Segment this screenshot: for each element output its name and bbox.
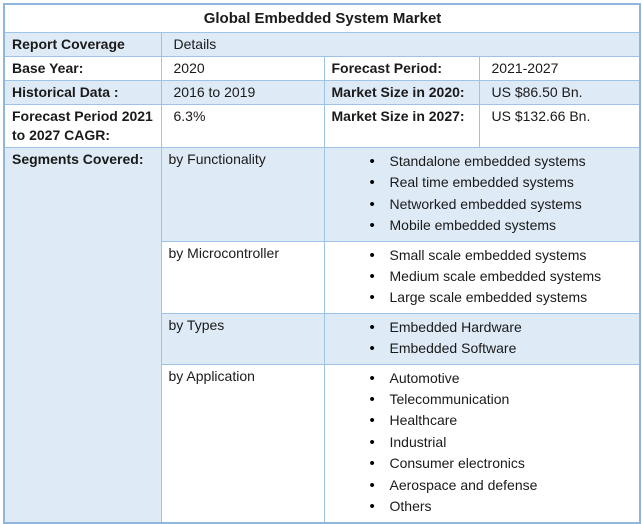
segment-item: Healthcare [370,410,634,432]
segments-microcontroller-row: by Microcontroller Small scale embedded … [4,240,641,314]
cagr-value: 6.3% [160,104,325,148]
segment-item: Networked embedded systems [370,194,634,216]
segment-item: Standalone embedded systems [370,151,634,173]
historical-data-label: Historical Data : [3,80,162,105]
page-title: Global Embedded System Market [3,3,641,33]
segment-item: Consumer electronics [370,453,634,475]
bullet-list: Standalone embedded systems Real time em… [332,150,634,239]
segments-types-row: by Types Embedded Hardware Embedded Soft… [4,312,641,365]
segment-group-types: by Types [160,312,325,365]
market-size-2027-value: US $132.66 Bn. [478,104,641,148]
segment-item: Embedded Software [370,338,634,360]
historical-data-value: 2016 to 2019 [160,80,325,105]
segments-covered-label: Segments Covered: [3,147,162,523]
base-year-label: Base Year: [3,56,162,81]
cagr-row: Forecast Period 2021 to 2027 CAGR: 6.3% … [3,104,641,148]
report-scope-page: Global Embedded System Market Report Cov… [0,0,642,491]
segment-item: Embedded Hardware [370,317,634,339]
base-year-value: 2020 [160,56,325,81]
segment-item: Medium scale embedded systems [370,266,634,288]
segment-group-application: by Application [160,363,325,524]
bullet-list: Automotive Telecommunication Healthcare … [332,367,634,520]
segment-item: Small scale embedded systems [370,245,634,267]
segment-items-types: Embedded Hardware Embedded Software [323,312,641,365]
segment-item: Aerospace and defense [370,475,634,497]
title-row: Global Embedded System Market [3,3,641,33]
report-coverage-label: Report Coverage [3,32,162,57]
bullet-list: Embedded Hardware Embedded Software [332,316,634,362]
bullet-list: Small scale embedded systems Medium scal… [332,244,634,311]
segment-items-microcontroller: Small scale embedded systems Medium scal… [323,240,641,314]
market-size-2020-label: Market Size in 2020: [323,80,480,105]
report-coverage-value: Details [160,32,641,57]
base-year-row: Base Year: 2020 Forecast Period: 2021-20… [3,56,641,81]
segment-items-application: Automotive Telecommunication Healthcare … [323,363,641,524]
forecast-period-label: Forecast Period: [323,56,480,81]
segment-item: Automotive [370,368,634,390]
historical-data-row: Historical Data : 2016 to 2019 Market Si… [3,80,641,105]
market-report-table: Global Embedded System Market Report Cov… [3,3,642,524]
segment-item: Industrial [370,432,634,454]
cagr-label: Forecast Period 2021 to 2027 CAGR: [3,104,162,148]
market-size-2020-value: US $86.50 Bn. [478,80,641,105]
segment-group-microcontroller: by Microcontroller [160,240,325,314]
segment-item: Telecommunication [370,389,634,411]
segment-item: Others [370,496,634,518]
segment-group-functionality: by Functionality [160,147,325,242]
segments-functionality-row: Segments Covered: by Functionality Stand… [3,147,641,523]
segment-item: Mobile embedded systems [370,215,634,237]
forecast-period-value: 2021-2027 [478,56,641,81]
coverage-row: Report Coverage Details [3,32,641,57]
segment-items-functionality: Standalone embedded systems Real time em… [323,147,641,242]
segment-item: Real time embedded systems [370,172,634,194]
segment-item: Large scale embedded systems [370,287,634,309]
market-size-2027-label: Market Size in 2027: [323,104,480,148]
